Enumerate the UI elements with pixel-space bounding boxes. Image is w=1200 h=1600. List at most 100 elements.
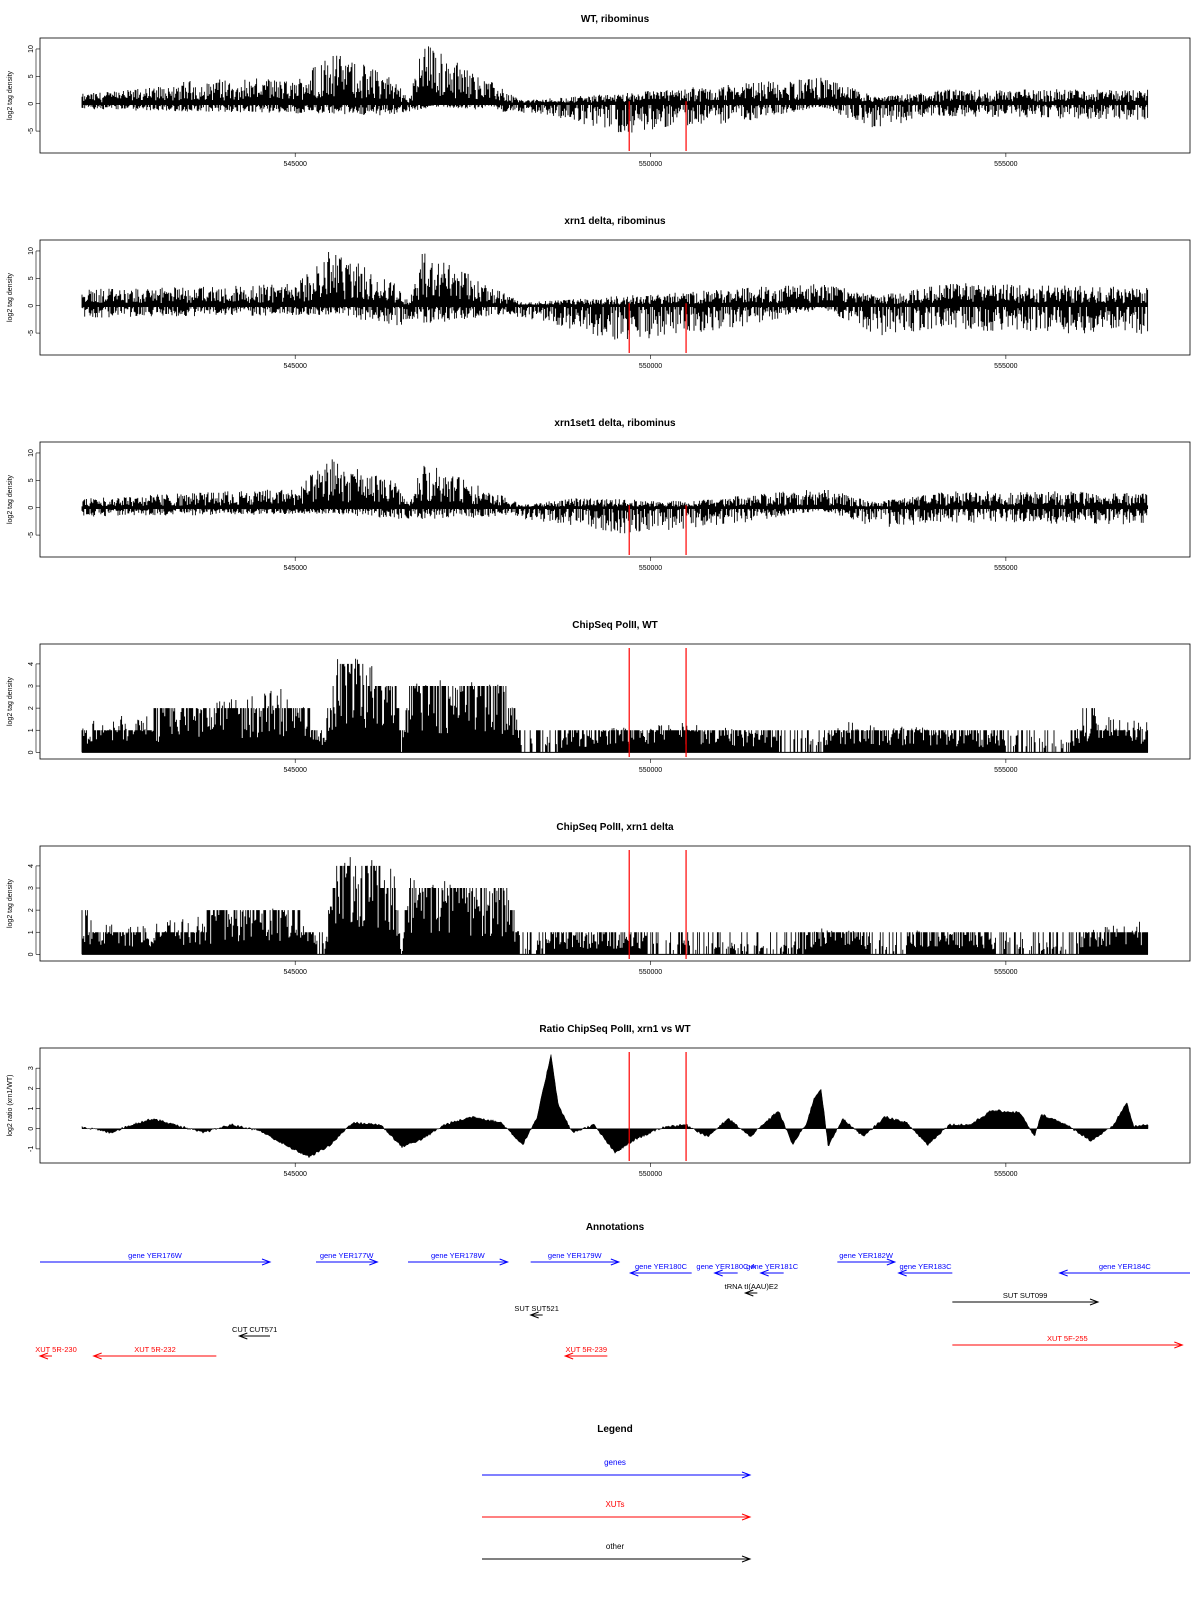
feature-label: tRNA tI(AAU)E2: [725, 1282, 778, 1291]
legend-entry: other: [482, 1542, 752, 1563]
arrowhead: [499, 1258, 510, 1266]
x-tick-label: 555000: [994, 363, 1017, 370]
y-tick-label: -1: [28, 1146, 35, 1152]
chart-panel: xrn1set1 delta, ribominus -5 0 5 10 log2 tag …: [7, 418, 1191, 572]
arrowhead: [713, 1269, 723, 1277]
feature-label: gene YER179W: [548, 1251, 603, 1260]
arrowhead: [529, 1311, 539, 1319]
legend-label: genes: [604, 1458, 626, 1467]
y-tick-label: -5: [28, 330, 35, 336]
plot-frame: [39, 441, 1191, 558]
plot-frame: [39, 37, 1191, 154]
feature-label: gene YER184C: [1099, 1262, 1152, 1271]
plot-frame: [39, 239, 1191, 356]
y-axis-label: log2 tag density: [7, 676, 14, 726]
x-tick-label: 550000: [639, 969, 662, 976]
legend-label: other: [606, 1542, 625, 1551]
plot-frame: [39, 845, 1191, 962]
data-marks: [81, 658, 1149, 753]
data-marks: [81, 459, 1149, 534]
feature-label: gene YER177W: [320, 1251, 375, 1260]
annotation-feature: tRNA tI(AAU)E2: [725, 1282, 778, 1297]
feature-label: XUT 5F-255: [1047, 1334, 1088, 1343]
x-tick-label: 555000: [994, 969, 1017, 976]
x-tick-label: 545000: [284, 969, 307, 976]
density-bars: [81, 252, 1149, 340]
y-tick-label: 3: [28, 1066, 35, 1070]
feature-label: gene YER181C: [746, 1262, 799, 1271]
x-tick-label: 550000: [639, 1171, 662, 1178]
legend-panel: Legend genes XUTs other: [482, 1424, 752, 1563]
y-axis-label: log2 tag density: [7, 878, 14, 928]
plot-frame: [39, 643, 1191, 760]
arrowhead: [237, 1332, 248, 1340]
y-tick-label: 10: [28, 247, 35, 255]
y-tick-label: 4: [28, 662, 35, 666]
feature-label: gene YER182W: [839, 1251, 894, 1260]
data-marks: [81, 46, 1149, 133]
y-tick-label: 1: [28, 728, 35, 732]
plot-frame: [39, 1047, 1191, 1164]
y-tick-label: 4: [28, 864, 35, 868]
x-tick-label: 555000: [994, 161, 1017, 168]
arrowhead: [38, 1352, 49, 1360]
arrowhead: [897, 1269, 907, 1277]
arrowhead: [92, 1352, 102, 1360]
annotation-feature: XUT 5R-230: [35, 1345, 77, 1360]
chart-title: xrn1set1 delta, ribominus: [554, 418, 676, 429]
feature-label: CUT CUT571: [232, 1325, 277, 1334]
annotation-feature: gene YER177W: [316, 1251, 379, 1266]
chart-title: ChipSeq PolII, xrn1 delta: [556, 822, 674, 833]
annotation-feature: XUT 5R-239: [563, 1345, 608, 1360]
feature-label: gene YER183C: [900, 1262, 953, 1271]
chart-panel: WT, ribominus -5 0 5 10 log2 tag density 54500…: [7, 14, 1191, 168]
chart-panel: xrn1 delta, ribominus -5 0 5 10 log2 tag dens…: [7, 216, 1191, 370]
annotation-feature: gene YER179W: [530, 1251, 621, 1266]
annotation-feature: XUT 5R-232: [92, 1345, 217, 1360]
annotations-panel: Annotations gene YER176W gene YER177W gene…: [35, 1222, 1190, 1360]
y-tick-label: 0: [28, 304, 35, 308]
x-tick-label: 550000: [639, 565, 662, 572]
y-tick-label: 2: [28, 706, 35, 710]
data-marks: [81, 857, 1149, 955]
feature-label: XUT 5R-230: [35, 1345, 77, 1354]
annotation-feature: gene YER184C: [1058, 1262, 1190, 1277]
annotation-feature: gene YER182W: [837, 1251, 897, 1266]
y-tick-label: 0: [28, 952, 35, 956]
arrowhead: [261, 1258, 272, 1266]
y-tick-label: 1: [28, 1106, 35, 1110]
density-bars: [81, 658, 1149, 753]
x-tick-label: 555000: [994, 1171, 1017, 1178]
x-tick-label: 550000: [639, 767, 662, 774]
y-axis-label: log2 tag density: [7, 272, 14, 322]
feature-label: gene YER176W: [128, 1251, 183, 1260]
chart-panel: ChipSeq PolII, xrn1 delta 0 1 2 3 4 log2 tag d…: [7, 822, 1191, 976]
annotation-feature: gene YER180C-A: [696, 1262, 756, 1277]
x-tick-label: 545000: [284, 767, 307, 774]
annotation-feature: gene YER176W: [40, 1251, 272, 1266]
y-tick-label: 10: [28, 45, 35, 53]
chart-title: ChipSeq PolII, WT: [572, 620, 658, 631]
annotation-feature: gene YER181C: [746, 1262, 799, 1277]
y-tick-label: 2: [28, 908, 35, 912]
y-tick-label: 2: [28, 1086, 35, 1090]
data-marks: [81, 252, 1149, 340]
x-tick-label: 555000: [994, 767, 1017, 774]
legend-title: Legend: [597, 1424, 633, 1435]
feature-label: XUT 5R-232: [134, 1345, 176, 1354]
y-tick-label: -5: [28, 128, 35, 134]
y-tick-label: 10: [28, 449, 35, 457]
y-axis-label: log2 tag density: [7, 474, 14, 524]
y-axis-label: log2 ratio (xrn1/WT): [7, 1075, 14, 1137]
y-tick-label: 3: [28, 684, 35, 688]
chart-title: xrn1 delta, ribominus: [564, 216, 666, 227]
y-tick-label: 5: [28, 478, 35, 482]
x-tick-label: 555000: [994, 565, 1017, 572]
arrowhead: [1174, 1341, 1184, 1349]
chart-title: WT, ribominus: [581, 14, 650, 25]
y-tick-label: 0: [28, 1127, 35, 1131]
y-tick-label: 0: [28, 506, 35, 510]
annotations-title: Annotations: [586, 1222, 645, 1233]
arrowhead: [628, 1269, 639, 1277]
legend-entry: genes: [482, 1458, 752, 1479]
